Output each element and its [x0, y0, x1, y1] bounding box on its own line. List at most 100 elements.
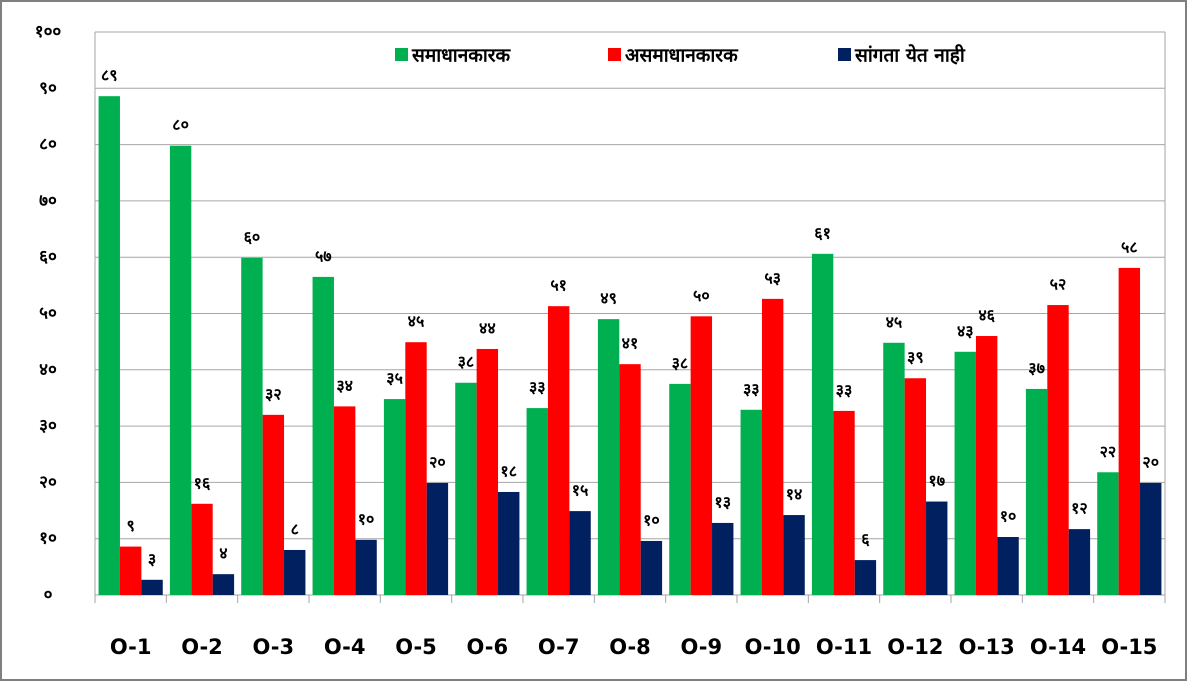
bar — [597, 319, 620, 595]
bar — [405, 342, 427, 595]
bar — [526, 408, 548, 595]
value-label: १३ — [714, 492, 731, 511]
bar — [904, 378, 927, 595]
bar — [669, 383, 691, 595]
bar — [169, 145, 192, 595]
bar — [926, 501, 948, 595]
bar — [98, 96, 120, 595]
bar — [954, 351, 976, 595]
legend-label: समाधानकारक — [411, 45, 512, 67]
value-label: ४४ — [479, 318, 496, 337]
bar — [1025, 388, 1048, 595]
value-label: ४६ — [978, 306, 995, 325]
value-label: ३२ — [265, 384, 282, 403]
x-tick-label: O-9 — [681, 635, 723, 659]
value-label: ६१ — [814, 223, 831, 242]
y-tick-label: ९० — [39, 78, 57, 98]
value-label: ३४ — [336, 376, 353, 395]
bar — [312, 276, 334, 595]
value-label: ५३ — [764, 268, 781, 287]
bar — [426, 482, 449, 595]
legend-label: सांगता येत नाही — [854, 44, 966, 67]
bar — [854, 560, 877, 595]
x-tick-label: O-8 — [609, 635, 651, 659]
value-label: २२ — [1100, 442, 1117, 461]
x-tick-label: O-3 — [253, 635, 295, 659]
value-label: ३५ — [386, 369, 403, 388]
value-label: ३३ — [836, 380, 853, 399]
value-label: १० — [1000, 507, 1017, 526]
bar — [262, 414, 285, 595]
bar — [1097, 472, 1119, 595]
value-label: १६ — [194, 473, 211, 492]
bar — [284, 549, 306, 595]
y-tick-label: ४० — [39, 360, 57, 380]
bar — [569, 511, 591, 595]
bar — [241, 257, 263, 595]
bar — [119, 546, 142, 595]
x-tick-label: O-4 — [324, 635, 366, 659]
bar — [333, 406, 356, 595]
bar — [1140, 482, 1162, 595]
value-label: ९ — [127, 516, 135, 535]
value-label: ५० — [693, 286, 710, 305]
bar — [355, 539, 377, 595]
y-tick-label: ३० — [39, 416, 57, 436]
value-label: १० — [643, 510, 660, 529]
value-label: २० — [1142, 452, 1159, 471]
value-label: ५७ — [315, 246, 332, 265]
value-label: ६ — [861, 530, 870, 549]
value-label: ३३ — [743, 379, 760, 398]
x-tick-label: O-10 — [745, 635, 801, 659]
value-label: ८० — [172, 115, 189, 134]
y-tick-label: १० — [39, 529, 57, 549]
value-label: ३८ — [458, 352, 475, 371]
value-label: ४९ — [600, 289, 617, 308]
bar — [547, 306, 570, 595]
value-label: ३३ — [529, 378, 546, 397]
bar — [883, 342, 905, 595]
value-label: ३८ — [672, 353, 689, 372]
value-label: ५२ — [1050, 275, 1067, 294]
value-label: १२ — [1071, 499, 1088, 518]
y-tick-label: १०० — [35, 22, 62, 42]
value-label: ३ — [148, 549, 156, 568]
value-label: ५१ — [550, 276, 567, 295]
bar — [640, 540, 663, 595]
y-tick-label: ० — [44, 585, 53, 605]
value-label: ८९ — [101, 66, 118, 85]
bar — [498, 491, 520, 595]
bar — [783, 515, 805, 595]
bar — [619, 364, 641, 595]
y-tick-label: २० — [39, 472, 57, 492]
value-label: ४१ — [622, 334, 639, 353]
value-label: ४५ — [408, 312, 425, 331]
bar — [712, 522, 734, 595]
bar — [141, 579, 163, 595]
x-tick-label: O-7 — [538, 635, 580, 659]
x-tick-label: O-15 — [1101, 635, 1157, 659]
bar — [1068, 529, 1091, 595]
x-tick-label: O-13 — [959, 635, 1015, 659]
value-label: १४ — [786, 485, 803, 504]
x-tick-label: O-5 — [395, 635, 437, 659]
value-label: ३७ — [1028, 358, 1045, 377]
y-tick-label: ८० — [39, 135, 57, 155]
x-tick-label: O-11 — [816, 635, 872, 659]
value-label: ८ — [291, 519, 299, 538]
x-tick-label: O-6 — [467, 635, 509, 659]
legend-swatch — [608, 48, 621, 61]
x-tick-label: O-1 — [110, 635, 152, 659]
value-label: ६० — [244, 227, 261, 246]
x-tick-label: O-2 — [181, 635, 223, 659]
value-label: ५८ — [1121, 237, 1138, 256]
legend-swatch — [838, 48, 851, 61]
value-label: १७ — [928, 471, 945, 490]
bar — [811, 253, 834, 595]
y-tick-label: ५० — [39, 304, 57, 324]
bar — [833, 410, 855, 595]
bar — [212, 574, 235, 595]
bar — [690, 316, 713, 595]
value-label: ४५ — [886, 312, 903, 331]
bar — [476, 348, 499, 595]
